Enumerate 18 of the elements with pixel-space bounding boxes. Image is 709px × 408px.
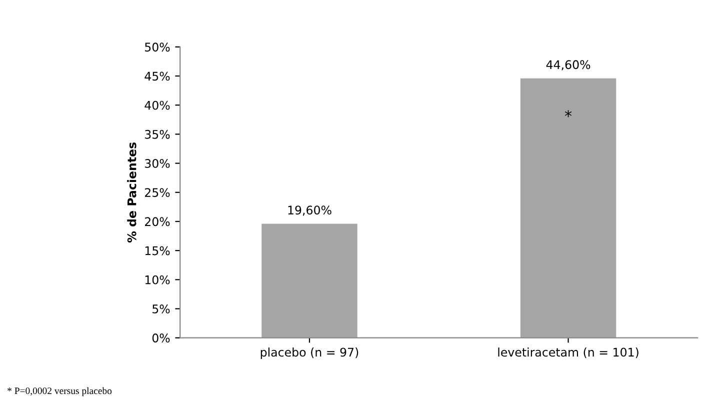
annotation: * [564,110,572,118]
y-tick-label: 30% [145,159,170,168]
y-axis-title: % de Pacientes [127,142,136,242]
x-tick-label: levetiracetam (n = 101) [498,348,638,358]
text: * P=0,0002 versus placebo [8,387,112,396]
y-tick-label: 50% [145,42,170,52]
x-tick-label: placebo (n = 97) [260,348,358,359]
y-tick-label: 0% [152,334,170,342]
y-tick-label: 35% [145,130,170,139]
y-tick-label: 20% [144,217,170,226]
y-tick-label: 25% [144,188,170,198]
y-tick-label: 10% [145,275,170,284]
y-tick-label: 15% [145,246,170,256]
data-label: 44,60% [546,60,590,70]
y-tick-label: 40% [144,100,170,110]
y-tick-label: 45% [144,72,170,81]
data-label: 19,60% [288,206,332,216]
y-tick-label: 5% [152,304,170,314]
